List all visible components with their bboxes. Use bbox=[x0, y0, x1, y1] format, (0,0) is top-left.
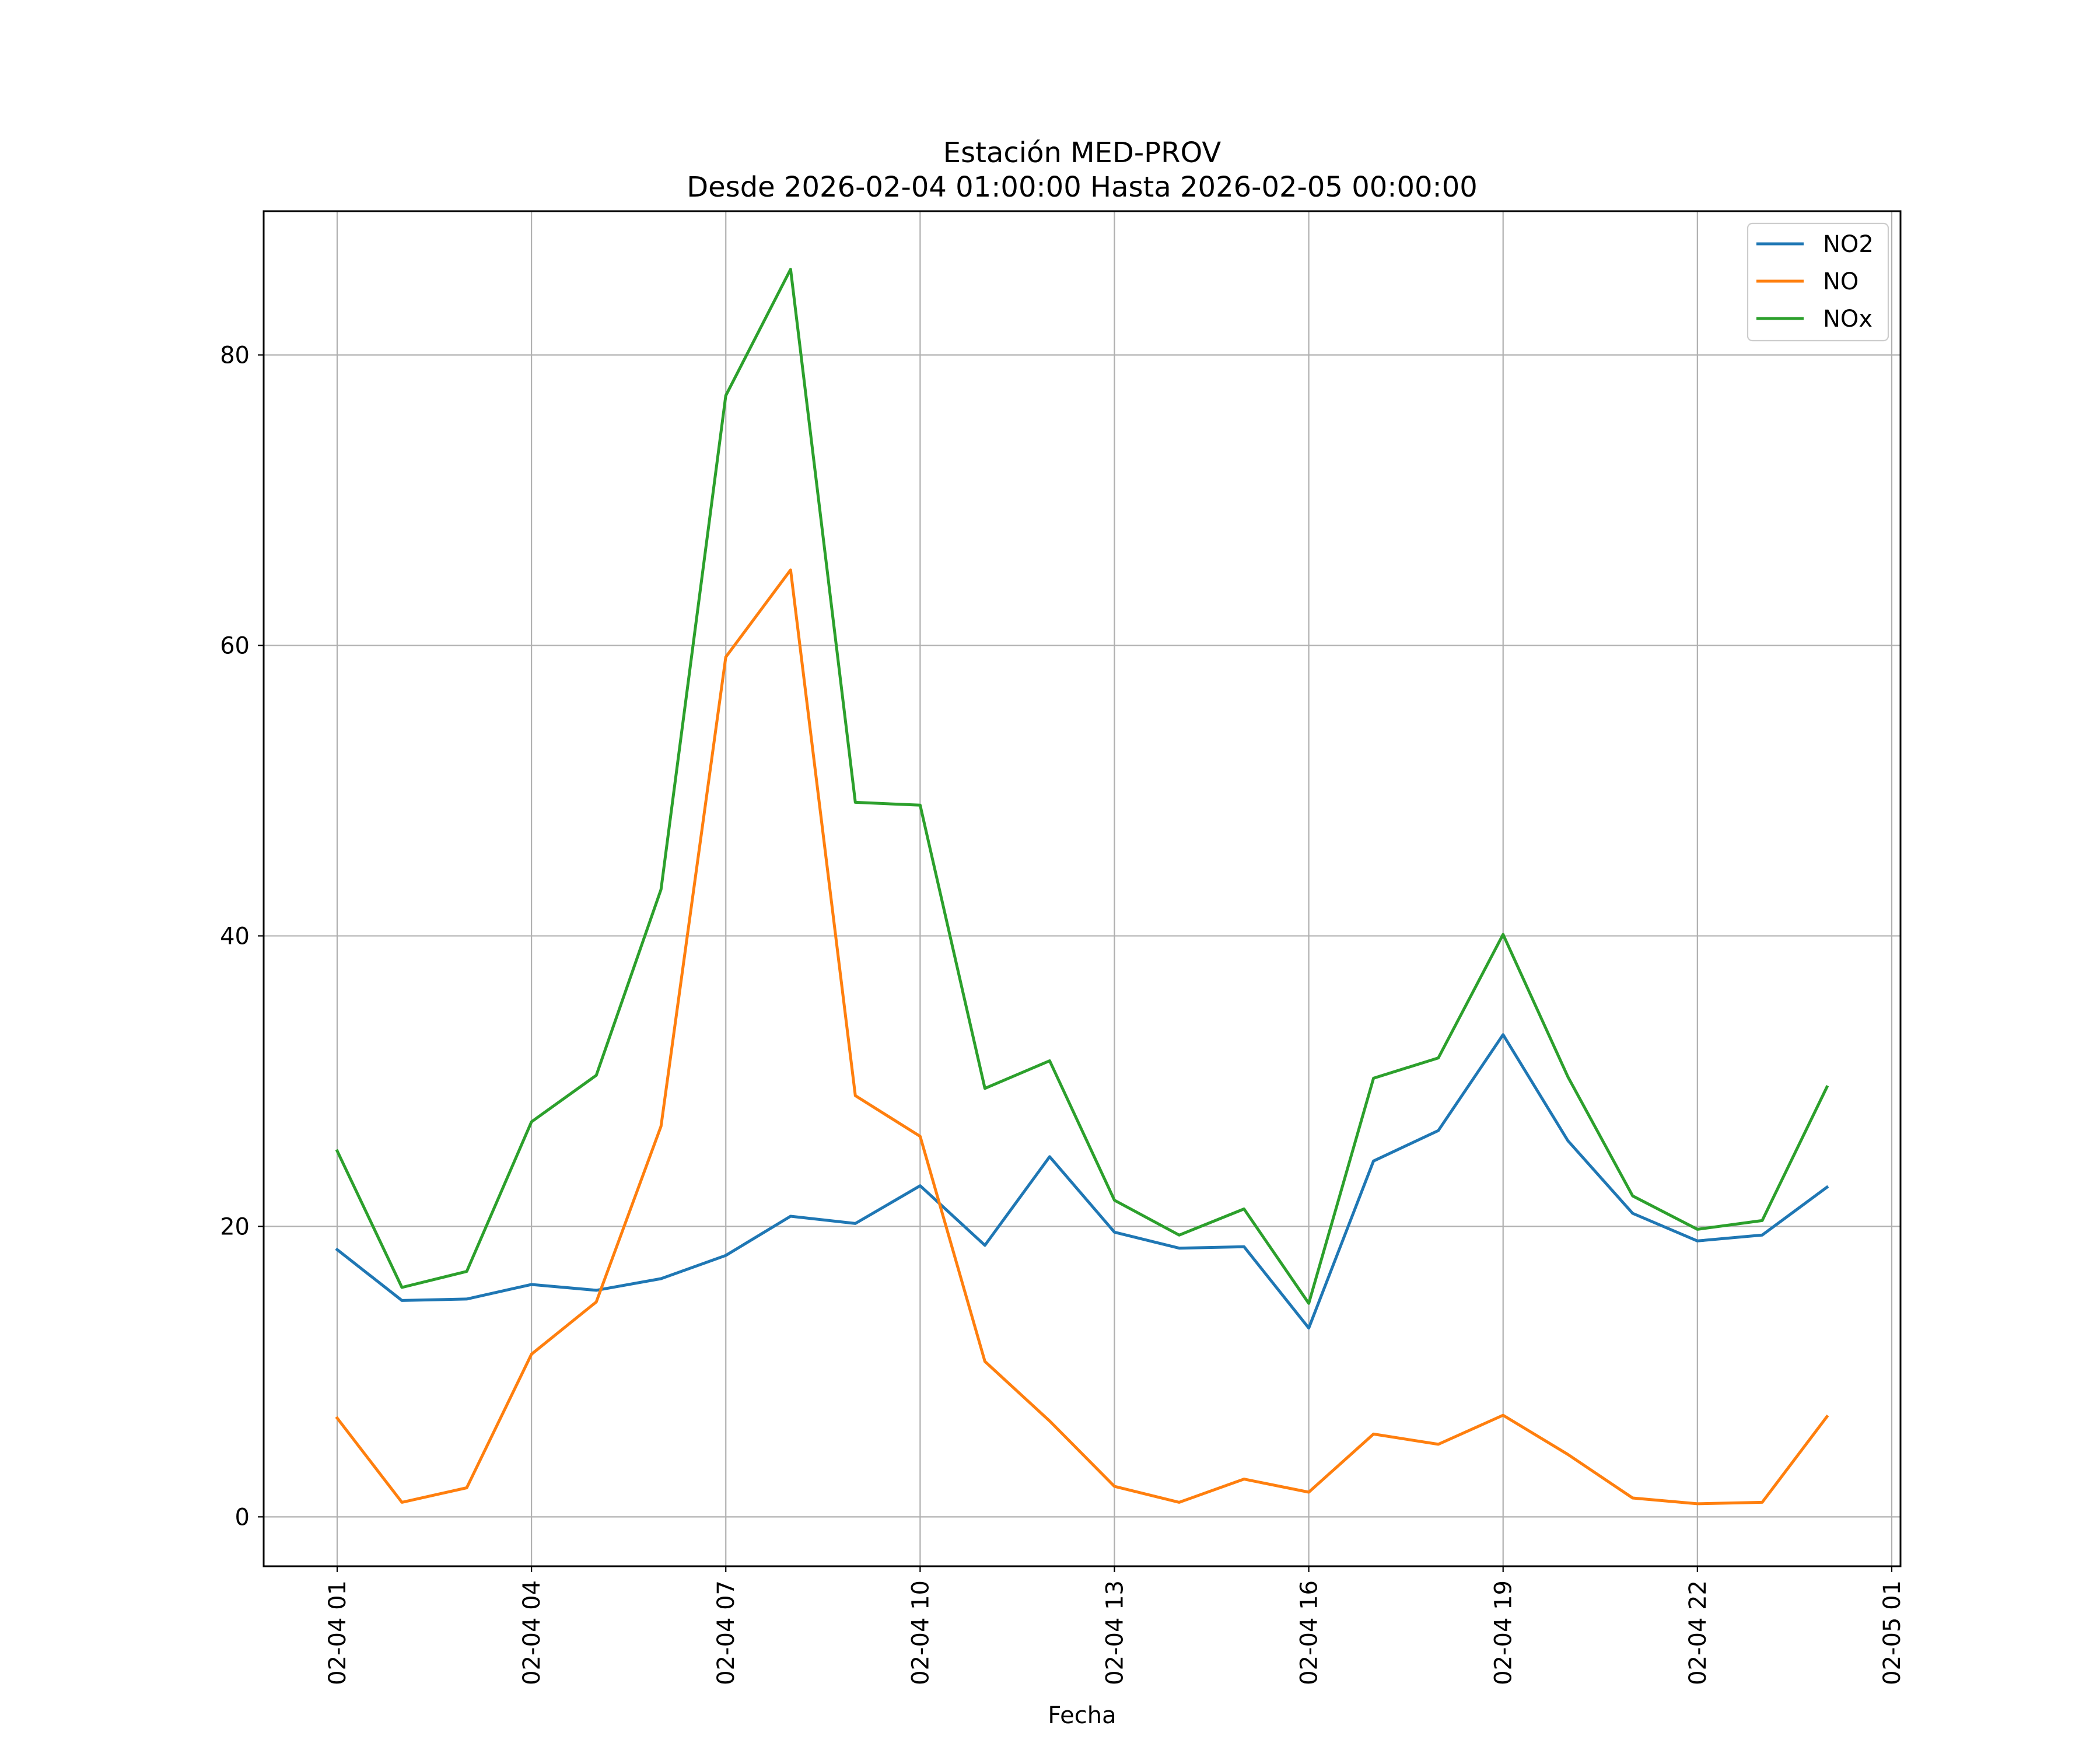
x-tick-label: 02-04 04 bbox=[519, 1580, 545, 1685]
chart-title: Estación MED-PROV bbox=[943, 136, 1222, 169]
x-tick-label: 02-04 10 bbox=[907, 1580, 934, 1685]
series-line-no bbox=[335, 568, 1829, 1506]
x-tick-label: 02-04 01 bbox=[324, 1580, 351, 1685]
x-tick-label: 02-04 22 bbox=[1685, 1580, 1712, 1685]
y-tick-label: 40 bbox=[220, 923, 250, 950]
y-tick-label: 0 bbox=[235, 1504, 250, 1531]
x-tick-label: 02-04 19 bbox=[1490, 1580, 1517, 1685]
x-tick-label: 02-05 01 bbox=[1879, 1580, 1906, 1685]
legend-box bbox=[1746, 222, 1889, 342]
x-tick-label: 02-04 13 bbox=[1101, 1580, 1128, 1685]
grid-lines bbox=[264, 211, 1901, 1566]
series-line-no2 bbox=[335, 1033, 1829, 1330]
legend: NO2 NO NOx bbox=[1746, 222, 1889, 342]
legend-label-no: NO bbox=[1823, 268, 1859, 295]
series-lines bbox=[335, 268, 1829, 1506]
x-axis-ticks: 02-04 01 02-04 04 02-04 07 02-04 10 02-04 13… bbox=[324, 1566, 1906, 1685]
y-axis-ticks: 0 20 40 60 80 bbox=[220, 342, 264, 1531]
y-tick-label: 80 bbox=[220, 342, 250, 369]
legend-label-nox: NOx bbox=[1823, 306, 1873, 332]
y-tick-label: 20 bbox=[220, 1213, 250, 1240]
legend-label-no2: NO2 bbox=[1823, 231, 1874, 258]
y-tick-label: 60 bbox=[220, 632, 250, 659]
x-tick-label: 02-04 16 bbox=[1296, 1580, 1323, 1685]
x-tick-label: 02-04 07 bbox=[713, 1580, 740, 1685]
chart-subtitle: Desde 2026-02-04 01:00:00 Hasta 2026-02-… bbox=[687, 171, 1478, 204]
plot-area-frame bbox=[262, 210, 1902, 1567]
series-line-nox bbox=[335, 268, 1829, 1305]
x-axis-label: Fecha bbox=[1048, 1702, 1116, 1729]
